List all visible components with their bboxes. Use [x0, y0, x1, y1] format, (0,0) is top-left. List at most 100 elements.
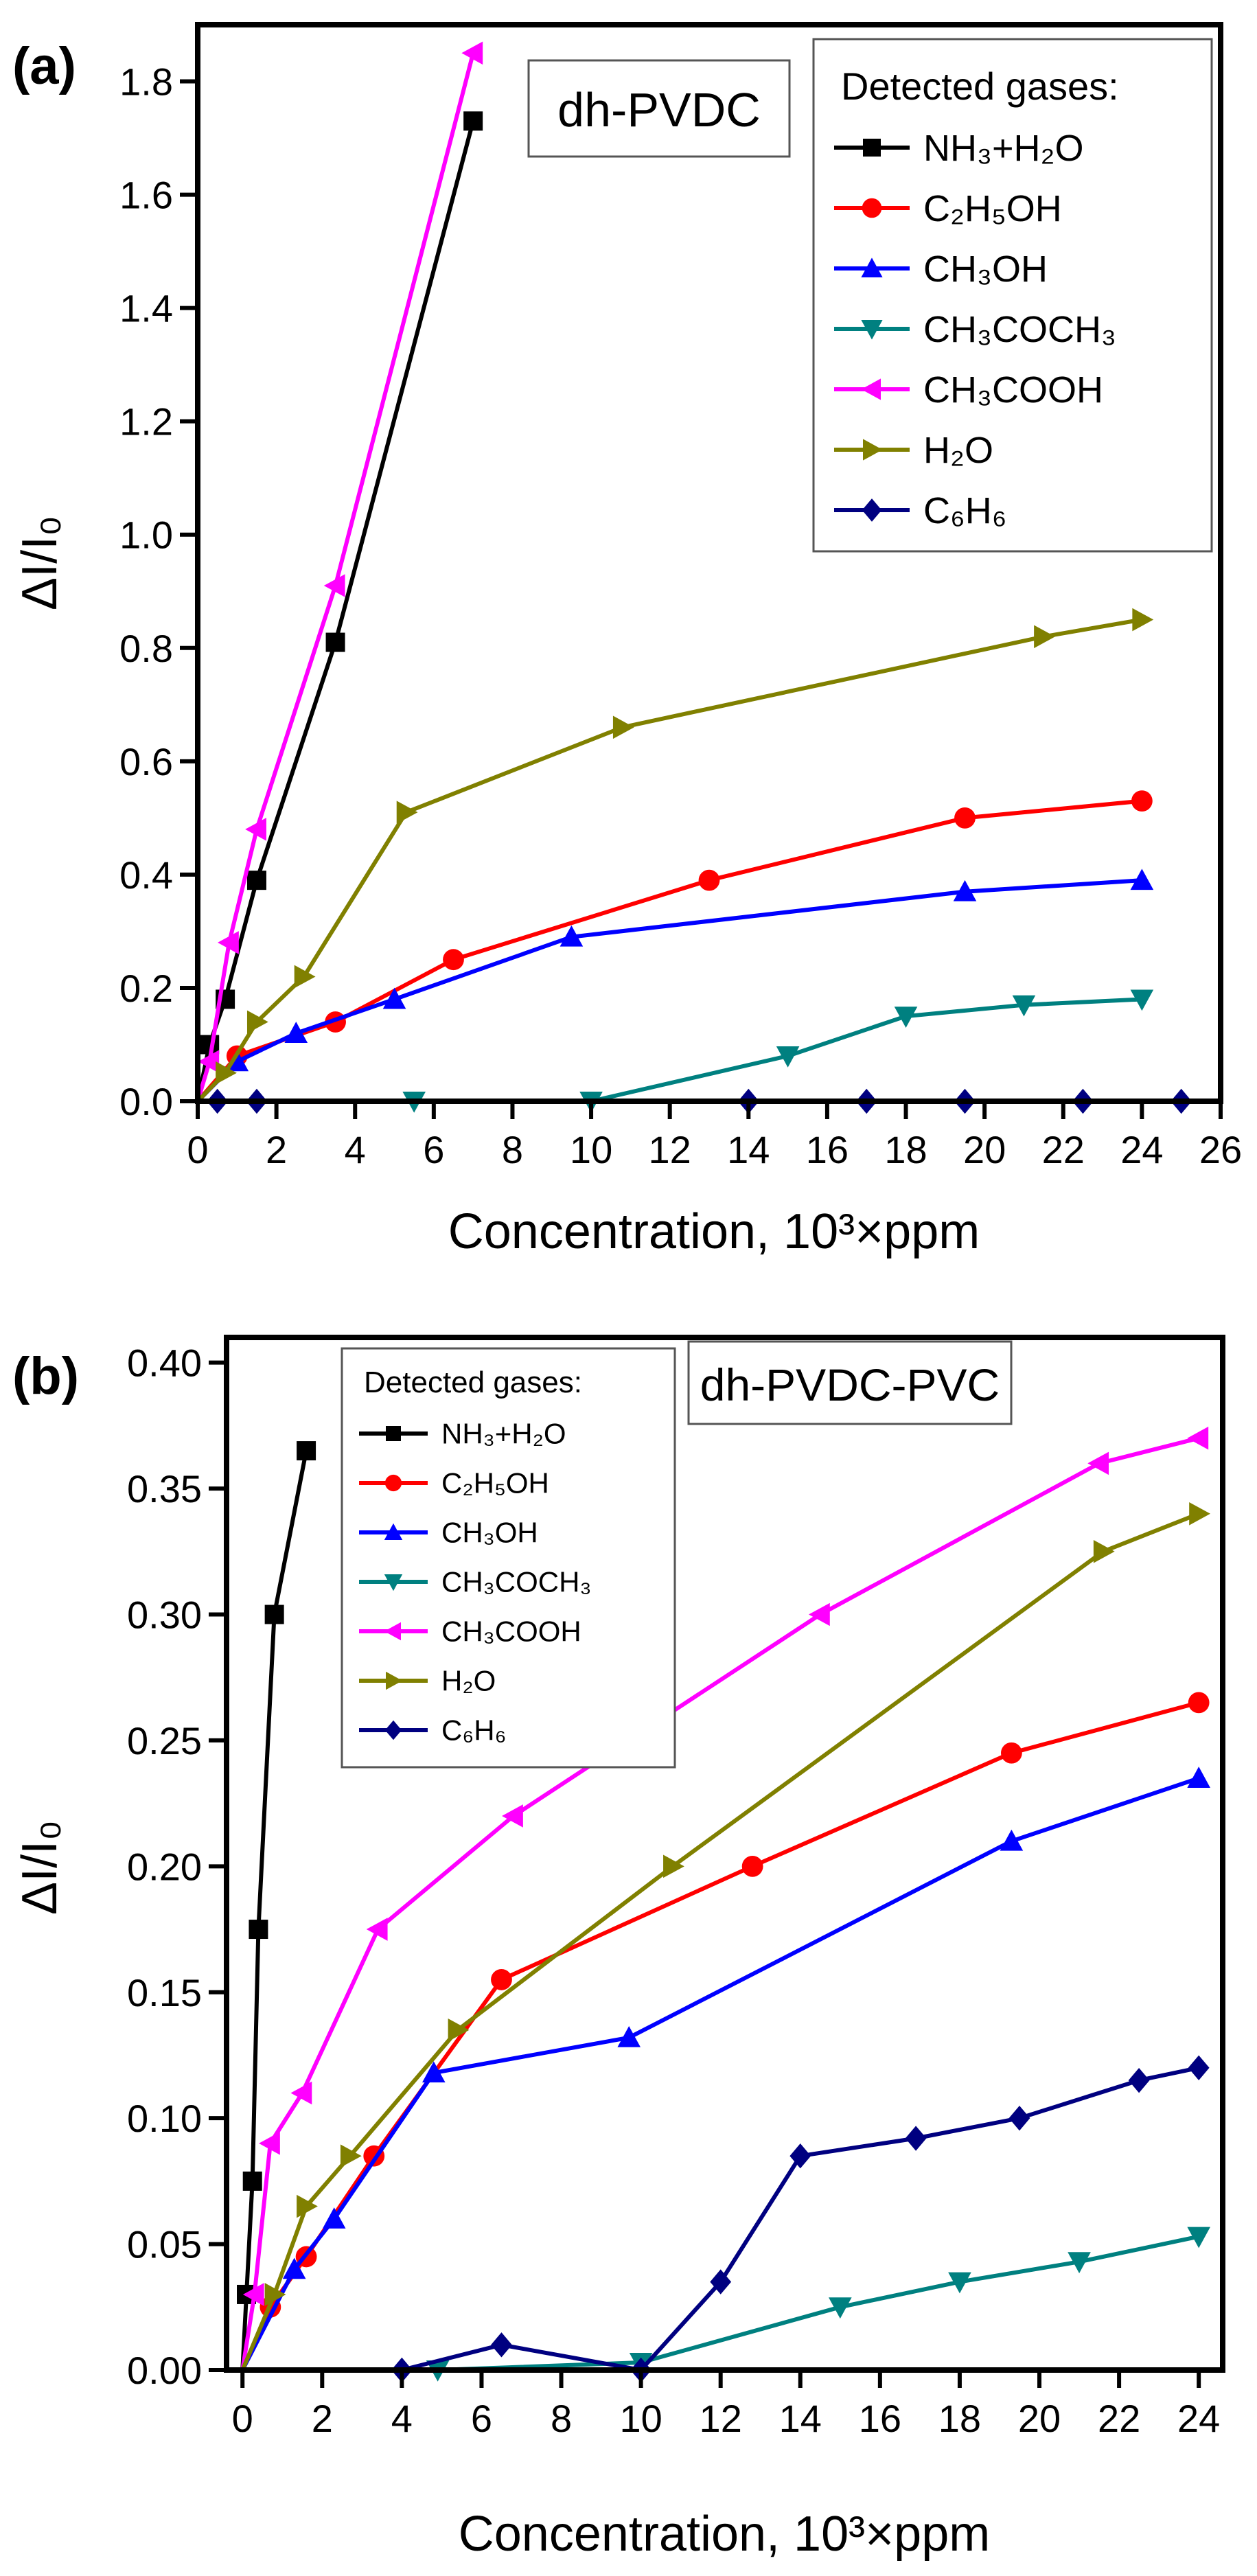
data-point — [1068, 2252, 1091, 2274]
panel-b-title-box — [687, 1340, 1013, 1425]
legend-marker — [863, 139, 881, 157]
panel-a-x-ticks: 0 2 4 6 8 10 12 14 16 18 20 22 24 26 — [187, 1101, 1242, 1171]
legend-marker — [384, 1720, 402, 1740]
y-tick-label: 0.4 — [119, 853, 173, 897]
panel-a-plot-frame — [195, 22, 1223, 1104]
y-tick-label: 0.25 — [127, 1719, 202, 1762]
x-tick-label: 22 — [1042, 1128, 1085, 1171]
data-point — [1087, 1451, 1109, 1475]
data-point — [198, 1050, 220, 1074]
data-point — [1093, 1540, 1115, 1563]
data-point — [741, 1855, 763, 1877]
y-tick-label: 1.4 — [119, 287, 173, 330]
panel-a-title: dh-PVDC — [557, 83, 761, 137]
data-point — [1187, 1767, 1210, 1788]
data-point — [461, 41, 483, 65]
data-point — [1189, 1502, 1210, 1526]
legend-marker — [862, 198, 882, 218]
data-point — [1000, 1829, 1024, 1851]
data-point — [776, 1046, 800, 1068]
y-tick-label: 0.00 — [127, 2349, 202, 2392]
series-5 — [240, 1426, 1209, 2371]
legend-entry-label: C₆H₆ — [441, 1714, 507, 1747]
panel-b-y-axis-label: ΔI/I₀ — [12, 1820, 67, 1915]
y-tick-label: 0.8 — [119, 627, 173, 670]
panel-b-x-axis-label: Concentration, 10³×ppm — [459, 2507, 990, 2562]
data-point — [948, 2272, 971, 2294]
x-tick-label: 12 — [649, 1128, 691, 1171]
data-point — [491, 1969, 512, 1990]
data-point — [663, 1854, 684, 1878]
data-point — [323, 574, 345, 597]
panel-a-series — [196, 41, 1192, 1114]
panel-a-legend-box — [812, 38, 1213, 553]
data-point — [340, 2144, 362, 2167]
data-point — [264, 1605, 284, 1624]
series-5 — [196, 41, 483, 1102]
x-tick-label: 6 — [471, 2397, 492, 2440]
x-tick-label: 18 — [884, 1128, 927, 1171]
panel-a-x-axis-label: Concentration, 10³×ppm — [448, 1204, 980, 1259]
data-point — [282, 2257, 306, 2279]
data-point — [502, 1804, 523, 1828]
series-6 — [240, 1502, 1210, 2371]
legend-entry-label: H₂O — [441, 1665, 496, 1697]
data-point — [259, 2132, 280, 2155]
panel-b-y-ticks: 0.00 0.05 0.10 0.15 0.20 0.25 0.30 0.35 0.40 — [127, 1342, 227, 2392]
chart-panel-b: 0 2 4 6 8 10 12 14 16 18 20 22 24 0.000.050.100.150.… — [12, 1335, 1225, 2562]
y-tick-label: 0.6 — [119, 740, 173, 783]
legend-marker — [384, 1523, 403, 1540]
legend-marker — [862, 498, 882, 522]
legend-marker — [861, 320, 883, 340]
legend-entry-label: CH₃COCH₃ — [923, 309, 1116, 350]
x-tick-label: 22 — [1098, 2397, 1140, 2440]
series-3 — [196, 869, 1154, 1103]
legend-entry-label: CH₃COOH — [923, 369, 1103, 411]
data-point — [294, 965, 316, 989]
legend-marker — [384, 1474, 402, 1492]
x-tick-label: 26 — [1199, 1128, 1242, 1171]
x-tick-label: 4 — [391, 2397, 413, 2440]
panel-a-label: (a) — [12, 37, 76, 95]
data-point — [1034, 625, 1055, 649]
y-tick-label: 1.2 — [119, 400, 173, 444]
y-tick-label: 0.40 — [127, 1342, 202, 1385]
x-tick-label: 10 — [570, 1128, 612, 1171]
x-tick-label: 24 — [1177, 2397, 1220, 2440]
x-tick-label: 16 — [806, 1128, 849, 1171]
y-tick-label: 1.0 — [119, 514, 173, 557]
data-point — [448, 2018, 470, 2042]
x-tick-label: 8 — [502, 1128, 523, 1171]
x-tick-label: 0 — [187, 1128, 208, 1171]
data-point — [218, 931, 239, 954]
data-point — [1188, 1692, 1210, 1714]
legend-marker — [863, 439, 883, 461]
series-line — [196, 52, 476, 1102]
x-tick-label: 20 — [963, 1128, 1006, 1171]
panel-b-plot-frame — [224, 1335, 1225, 2373]
data-point — [698, 869, 720, 891]
data-point — [808, 1602, 830, 1626]
data-point — [1008, 2105, 1030, 2131]
x-tick-label: 0 — [232, 2397, 253, 2440]
y-tick-label: 0.0 — [119, 1080, 173, 1123]
data-point — [366, 1918, 388, 1941]
legend-marker — [861, 257, 883, 277]
data-point — [1187, 2227, 1210, 2249]
series-line — [240, 1512, 1200, 2371]
x-tick-label: 18 — [938, 2397, 981, 2440]
series-1 — [196, 111, 483, 1102]
data-point — [297, 2194, 318, 2218]
y-tick-label: 1.6 — [119, 174, 173, 217]
data-point — [953, 879, 977, 901]
panel-b-title: dh-PVDC-PVC — [700, 1359, 1000, 1410]
data-point — [1132, 608, 1154, 632]
series-3 — [240, 1767, 1210, 2371]
data-point — [954, 807, 976, 829]
panel-a-title-box — [527, 59, 791, 158]
data-point — [245, 818, 266, 841]
legend-marker — [384, 1622, 401, 1641]
x-tick-label: 12 — [700, 2397, 742, 2440]
chart-panel-a: 0 2 4 6 8 10 12 14 16 18 20 22 24 26 0.00.20.40.60.81… — [12, 22, 1242, 1259]
